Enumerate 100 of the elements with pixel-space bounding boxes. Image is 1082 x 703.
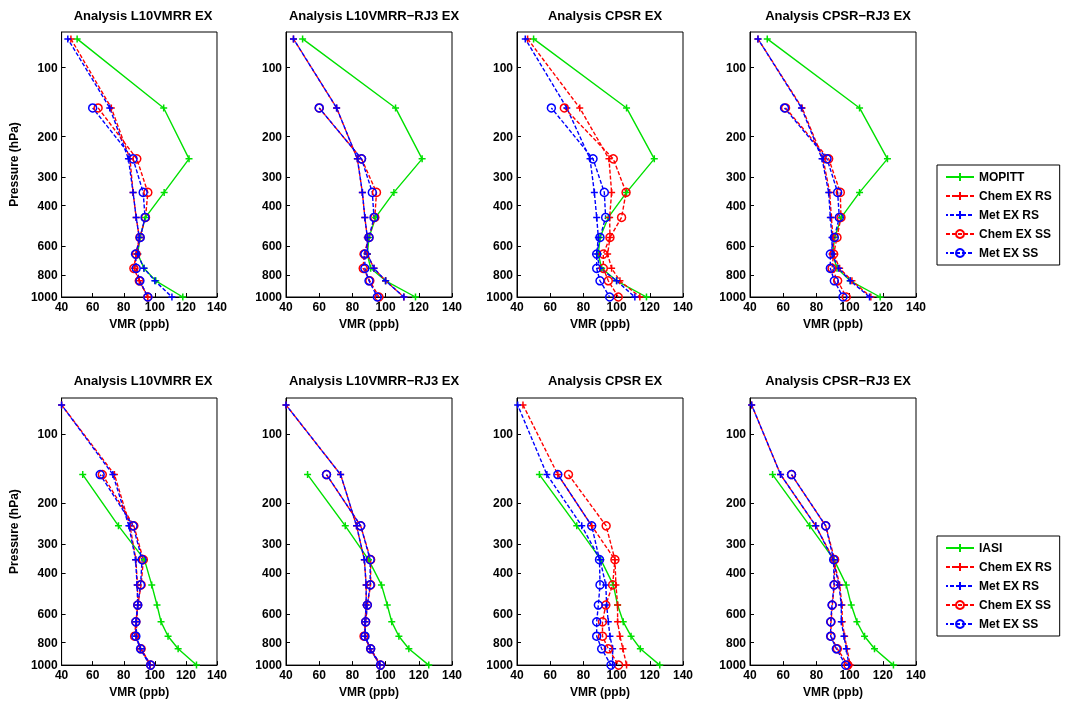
chart-title: Analysis L10VMRR EX <box>73 373 213 388</box>
y-tick-label: 800 <box>261 635 283 650</box>
x-axis-title: VMR (ppb) <box>109 685 170 699</box>
y-tick-label: 400 <box>492 566 514 581</box>
x-tick-label: 80 <box>345 668 360 683</box>
chart-title: Analysis L10VMRR−RJ3 EX <box>288 373 460 388</box>
x-tick-label: 140 <box>672 668 694 683</box>
x-tick-label: 100 <box>144 300 166 314</box>
y-tick-label: 300 <box>37 537 58 552</box>
x-tick-label: 80 <box>117 668 131 683</box>
x-tick-label: 140 <box>905 668 927 683</box>
y-tick-label: 300 <box>261 170 283 185</box>
legend-label: Met EX SS <box>979 246 1039 260</box>
x-tick-label: 60 <box>85 300 100 314</box>
x-axis-title: VMR (ppb) <box>109 316 170 331</box>
x-tick-label: 60 <box>543 300 558 314</box>
y-tick-label: 600 <box>261 606 283 621</box>
x-tick-label: 40 <box>743 668 757 683</box>
x-tick-label: 100 <box>375 668 396 683</box>
y-tick-label: 400 <box>261 198 283 213</box>
x-tick-label: 80 <box>809 668 824 683</box>
x-tick-label: 100 <box>144 668 166 683</box>
x-tick-label: 140 <box>905 300 927 314</box>
y-tick-label: 800 <box>261 267 283 282</box>
y-tick-label: 600 <box>37 606 58 621</box>
chart-title: Analysis CPSR EX <box>547 8 663 23</box>
chart-title: Analysis L10VMRR−RJ3 EX <box>288 8 460 23</box>
x-axis-title: VMR (ppb) <box>339 316 399 331</box>
y-tick-label: 200 <box>261 496 283 511</box>
y-tick-label: 400 <box>492 198 514 213</box>
x-axis-title: VMR (ppb) <box>803 316 863 331</box>
y-tick-label: 600 <box>37 239 58 254</box>
x-tick-label: 100 <box>606 300 627 314</box>
y-tick-label: 100 <box>261 426 283 441</box>
y-axis-title: Pressure (hPa) <box>7 489 21 574</box>
x-tick-label: 120 <box>639 668 661 683</box>
x-tick-label: 100 <box>839 668 860 683</box>
x-tick-label: 80 <box>117 300 131 314</box>
x-tick-label: 40 <box>279 668 293 683</box>
y-tick-label: 300 <box>492 537 514 552</box>
x-tick-label: 80 <box>345 300 360 314</box>
y-tick-label: 800 <box>492 635 514 650</box>
x-axis-title: VMR (ppb) <box>570 316 630 331</box>
legend-label: Chem EX SS <box>979 598 1052 612</box>
y-tick-label: 800 <box>37 635 58 650</box>
x-tick-label: 140 <box>441 300 463 314</box>
x-tick-label: 60 <box>543 668 558 683</box>
y-tick-label: 300 <box>725 170 747 185</box>
legend-label: IASI <box>979 541 1003 555</box>
legend-label: Chem EX SS <box>979 227 1052 241</box>
x-tick-label: 60 <box>85 668 100 683</box>
x-tick-label: 100 <box>375 300 396 314</box>
y-tick-label: 400 <box>261 566 283 581</box>
chart-title: Analysis CPSR EX <box>547 373 663 388</box>
legend-label: MOPITT <box>979 170 1025 184</box>
y-tick-label: 100 <box>492 426 514 441</box>
x-axis-title: VMR (ppb) <box>803 685 863 699</box>
x-tick-label: 80 <box>576 300 591 314</box>
y-tick-label: 400 <box>725 566 747 581</box>
y-tick-label: 800 <box>725 267 747 282</box>
y-tick-label: 100 <box>261 60 283 75</box>
y-tick-label: 300 <box>725 537 747 552</box>
y-tick-label: 300 <box>37 170 58 185</box>
legend-label: Met EX SS <box>979 617 1039 631</box>
x-tick-label: 120 <box>175 668 197 683</box>
y-tick-label: 100 <box>37 60 58 75</box>
chart-title: Analysis CPSR−RJ3 EX <box>765 8 912 23</box>
y-tick-label: 200 <box>725 496 747 511</box>
chart-title: Analysis L10VMRR EX <box>73 8 213 23</box>
x-tick-label: 120 <box>639 300 661 314</box>
x-tick-label: 60 <box>776 300 791 314</box>
x-tick-label: 120 <box>408 668 430 683</box>
y-tick-label: 400 <box>37 566 58 581</box>
y-tick-label: 600 <box>492 239 514 254</box>
y-tick-label: 200 <box>492 129 514 144</box>
y-tick-label: 600 <box>492 606 514 621</box>
y-tick-label: 600 <box>725 606 747 621</box>
y-tick-label: 600 <box>261 239 283 254</box>
legend-label: Chem EX RS <box>979 189 1052 203</box>
y-tick-label: 100 <box>725 426 747 441</box>
y-tick-label: 800 <box>725 635 747 650</box>
x-tick-label: 140 <box>672 300 694 314</box>
y-tick-label: 200 <box>492 496 514 511</box>
y-tick-label: 600 <box>725 239 747 254</box>
x-tick-label: 120 <box>872 668 894 683</box>
y-tick-label: 100 <box>725 60 747 75</box>
x-tick-label: 120 <box>175 300 197 314</box>
y-tick-label: 400 <box>37 198 58 213</box>
x-tick-label: 120 <box>872 300 894 314</box>
x-tick-label: 40 <box>510 668 524 683</box>
x-tick-label: 140 <box>206 300 228 314</box>
y-tick-label: 200 <box>261 129 283 144</box>
x-tick-label: 140 <box>206 668 228 683</box>
x-axis-title: VMR (ppb) <box>339 685 399 699</box>
y-tick-label: 200 <box>725 129 747 144</box>
chart-title: Analysis CPSR−RJ3 EX <box>765 373 912 388</box>
x-tick-label: 60 <box>312 668 327 683</box>
y-tick-label: 100 <box>492 60 514 75</box>
y-tick-label: 300 <box>261 537 283 552</box>
x-tick-label: 140 <box>441 668 463 683</box>
